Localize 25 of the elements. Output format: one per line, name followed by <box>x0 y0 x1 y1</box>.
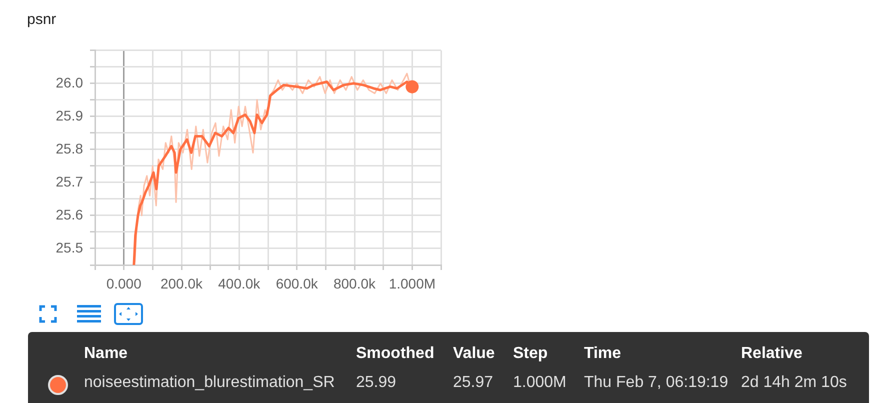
text: 25.97 <box>453 374 494 392</box>
x-tick-label: 0.000 <box>106 275 142 292</box>
legend-label: noiseestimation_blurestimation_SR <box>84 374 335 392</box>
text: 1.000M <box>513 374 566 392</box>
text: Relative <box>741 345 802 363</box>
text: 25.99 <box>356 374 396 392</box>
text: Step <box>513 345 548 363</box>
x-tick-label: 400.0k <box>218 275 262 292</box>
text: Time <box>584 345 622 363</box>
x-tick-label: 200.0k <box>160 275 204 292</box>
y-tick-label: 25.5 <box>56 239 84 256</box>
y-tick-label: 25.6 <box>56 206 84 222</box>
y-tick-label: 25.9 <box>56 107 84 124</box>
text: Thu Feb 7, 06:19:19 <box>584 374 728 392</box>
text: Value <box>453 345 495 363</box>
x-tick-label: 1.000M <box>388 275 436 292</box>
text: Smoothed <box>356 345 434 363</box>
y-tick-label: 25.7 <box>56 173 84 190</box>
y-tick-label: 25.8 <box>56 140 84 156</box>
text: Name <box>84 345 128 363</box>
text: 2d 14h 2m 10s <box>741 374 847 392</box>
y-tick-label: 26.0 <box>56 74 84 90</box>
chart-title: psnr <box>27 11 56 28</box>
x-tick-label: 800.0k <box>333 275 377 292</box>
x-tick-label: 600.0k <box>276 275 319 292</box>
